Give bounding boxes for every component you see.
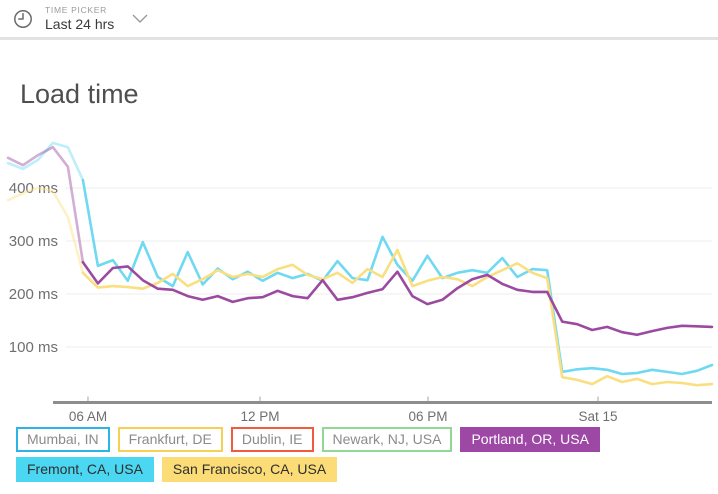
y-tick-label: 100 ms — [9, 339, 58, 356]
chevron-down-icon[interactable] — [132, 14, 148, 23]
x-tick-label: Sat 15 — [579, 409, 618, 422]
series-line-portland-or-usa — [81, 260, 714, 337]
legend-item-portland-or-usa[interactable]: Portland, OR, USA — [460, 427, 600, 452]
y-tick-label: 200 ms — [9, 286, 58, 303]
load-time-chart[interactable]: 400 ms 300 ms 200 ms 100 ms 06 AM 12 PM 06 PM S… — [0, 130, 718, 422]
legend-item-dublin-ie[interactable]: Dublin, IE — [230, 427, 314, 452]
series-line-fremont-ca-usa — [81, 178, 714, 376]
y-tick-label: 400 ms — [9, 180, 58, 197]
x-tick-label: 12 PM — [241, 409, 280, 422]
x-tick-label: 06 AM — [69, 409, 107, 422]
legend-item-fremont-ca-usa[interactable]: Fremont, CA, USA — [16, 457, 154, 482]
clock-icon — [13, 9, 33, 29]
legend-row: Mumbai, IN Frankfurt, DE Dublin, IE Newark,… — [16, 427, 600, 452]
series-line-portland-or-usa — [6, 145, 85, 264]
time-picker[interactable]: TIME PICKER Last 24 hrs — [0, 0, 718, 40]
legend-item-san-francisco-ca-usa[interactable]: San Francisco, CA, USA — [161, 457, 338, 482]
chart-legend: Mumbai, IN Frankfurt, DE Dublin, IE Newark,… — [16, 427, 600, 487]
time-picker-value: Last 24 hrs — [45, 16, 115, 32]
legend-item-frankfurt-de[interactable]: Frankfurt, DE — [117, 427, 223, 452]
series-line-san-francisco-ca-usa — [81, 248, 714, 387]
series-line-san-francisco-ca-usa — [6, 186, 85, 275]
series-line-fremont-ca-usa — [6, 141, 85, 182]
page-title: Load time — [20, 79, 139, 109]
legend-row: Fremont, CA, USA San Francisco, CA, USA — [16, 457, 600, 482]
y-tick-label: 300 ms — [9, 233, 58, 250]
legend-item-newark-nj-usa[interactable]: Newark, NJ, USA — [321, 427, 453, 452]
x-tick-label: 06 PM — [408, 409, 447, 422]
time-picker-label: TIME PICKER — [45, 5, 108, 15]
legend-item-mumbai-in[interactable]: Mumbai, IN — [16, 427, 110, 452]
